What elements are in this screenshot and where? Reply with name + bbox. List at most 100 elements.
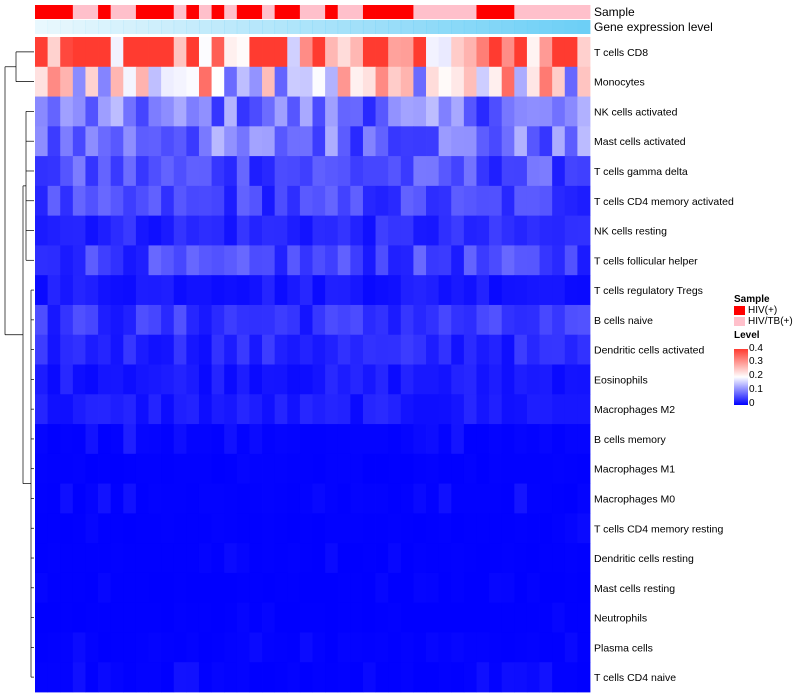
heatmap-cell xyxy=(224,126,238,157)
heatmap-cell xyxy=(501,364,515,395)
heatmap-cell xyxy=(274,394,288,425)
heatmap-cell xyxy=(413,394,427,425)
heatmap-cell xyxy=(60,483,74,514)
heatmap-cell xyxy=(337,572,351,604)
heatmap-cell xyxy=(426,156,440,187)
heatmap-cell xyxy=(85,215,99,246)
level-annotation-cell xyxy=(287,20,301,34)
heatmap-cell xyxy=(123,156,137,187)
heatmap-cell xyxy=(173,483,187,514)
level-annotation-cell xyxy=(375,20,389,34)
heatmap-cell xyxy=(577,364,591,395)
heatmap-cell xyxy=(123,572,137,604)
heatmap-cell xyxy=(287,483,301,514)
heatmap-cell xyxy=(148,215,162,246)
heatmap-cell xyxy=(262,602,276,633)
heatmap-cell xyxy=(274,424,288,455)
heatmap-cell xyxy=(249,394,263,425)
heatmap-cell xyxy=(426,275,440,306)
heatmap-cell xyxy=(123,66,137,97)
heatmap-cell xyxy=(135,543,149,574)
heatmap-cell xyxy=(299,334,313,365)
heatmap-cell xyxy=(274,96,288,127)
heatmap-cell xyxy=(173,185,187,217)
heatmap-cell xyxy=(161,185,175,217)
heatmap-cell xyxy=(299,96,313,127)
heatmap-cell xyxy=(577,334,591,365)
heatmap-cell xyxy=(173,394,187,425)
sample-annotation-cell xyxy=(211,5,225,19)
heatmap-cell xyxy=(476,543,490,574)
heatmap-cell xyxy=(262,513,276,544)
heatmap-cell xyxy=(413,632,427,663)
heatmap-cell xyxy=(337,483,351,514)
heatmap-cell xyxy=(564,394,578,425)
sample-annotation-cell xyxy=(236,5,250,19)
heatmap-cell xyxy=(400,185,414,217)
heatmap-cell xyxy=(501,215,515,246)
heatmap-cell xyxy=(161,453,175,484)
heatmap-cell xyxy=(400,245,414,276)
heatmap-cell xyxy=(262,543,276,574)
heatmap-cell xyxy=(552,245,566,276)
heatmap-cell xyxy=(224,572,238,604)
heatmap-cell xyxy=(161,156,175,187)
heatmap-cell xyxy=(577,483,591,514)
heatmap-cell xyxy=(388,483,402,514)
heatmap-cell xyxy=(489,66,503,97)
heatmap-cell xyxy=(526,245,540,276)
heatmap-cell xyxy=(375,364,389,395)
heatmap-cell xyxy=(552,334,566,365)
heatmap-cell xyxy=(287,364,301,395)
heatmap-cell xyxy=(72,543,86,574)
heatmap-cell xyxy=(60,37,74,68)
heatmap-cell xyxy=(489,483,503,514)
heatmap-cell xyxy=(72,394,86,425)
heatmap-cell xyxy=(236,543,250,574)
heatmap-cell xyxy=(350,572,364,604)
heatmap-cell xyxy=(463,602,477,633)
heatmap-cell xyxy=(388,334,402,365)
heatmap-cell xyxy=(236,424,250,455)
sample-annotation-cell xyxy=(274,5,288,19)
heatmap-cell xyxy=(35,602,49,633)
heatmap-cell xyxy=(375,215,389,246)
heatmap-cell xyxy=(539,364,553,395)
heatmap-cell xyxy=(552,483,566,514)
heatmap-cell xyxy=(514,96,528,127)
heatmap-cell xyxy=(501,156,515,187)
heatmap-cell xyxy=(413,37,427,68)
heatmap-cell xyxy=(85,275,99,306)
level-annotation-cell xyxy=(476,20,490,34)
heatmap-cell xyxy=(350,662,364,693)
heatmap-cell xyxy=(72,245,86,276)
colorbar-tick: 0 xyxy=(749,398,755,409)
heatmap-cell xyxy=(60,513,74,544)
heatmap-cell xyxy=(161,96,175,127)
heatmap-cell xyxy=(451,245,465,276)
sample-annotation-cell xyxy=(552,5,566,19)
heatmap-cell xyxy=(274,662,288,693)
heatmap-cell xyxy=(98,66,112,97)
heatmap-cell xyxy=(564,543,578,574)
heatmap-cell xyxy=(173,334,187,365)
heatmap-cell xyxy=(35,632,49,663)
heatmap-cell xyxy=(388,245,402,276)
heatmap-cell xyxy=(198,453,212,484)
heatmap-cell xyxy=(552,364,566,395)
heatmap-cell xyxy=(526,156,540,187)
heatmap-cell xyxy=(224,275,238,306)
row-labels: T cells CD8 Monocytes NK cells activated Ma… xyxy=(594,47,734,684)
heatmap-cell xyxy=(35,215,49,246)
heatmap-cell xyxy=(400,483,414,514)
heatmap-cell xyxy=(463,572,477,604)
heatmap-cell xyxy=(413,662,427,693)
heatmap-cell xyxy=(35,572,49,604)
heatmap-cell xyxy=(299,572,313,604)
heatmap-cell xyxy=(388,304,402,336)
heatmap-cell xyxy=(539,126,553,157)
heatmap-cell xyxy=(489,602,503,633)
heatmap-cell xyxy=(186,304,200,336)
heatmap-cell xyxy=(47,424,61,455)
heatmap-cell xyxy=(577,126,591,157)
